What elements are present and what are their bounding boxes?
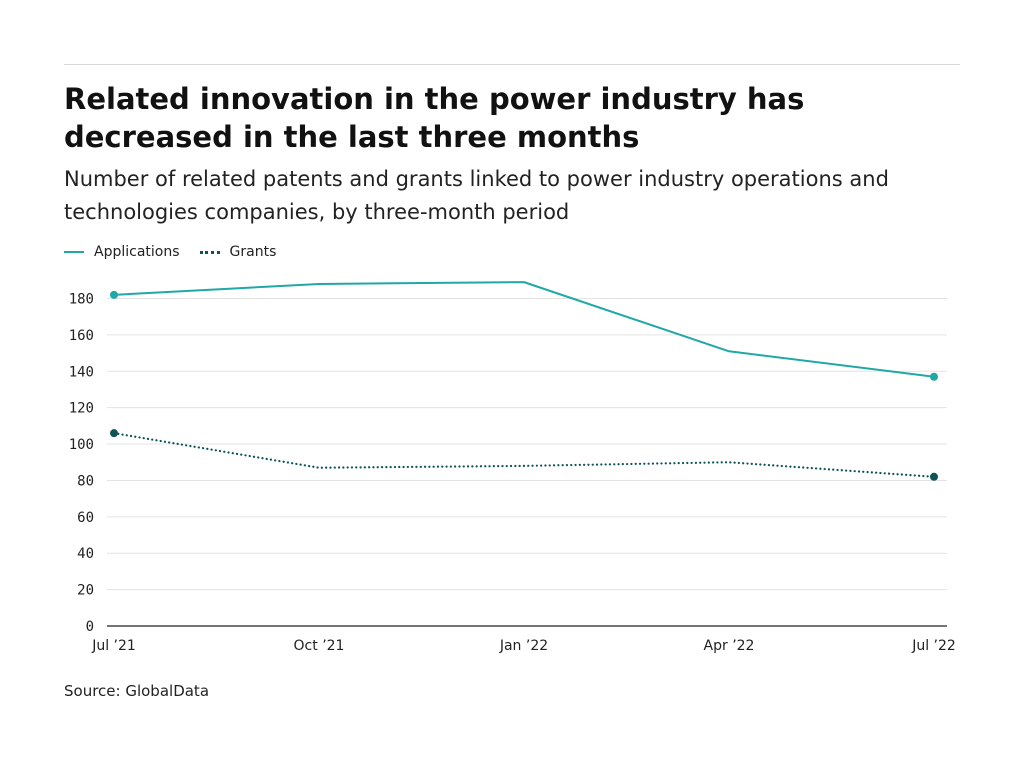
- legend-item-grants: Grants: [199, 244, 277, 260]
- legend: Applications Grants: [64, 242, 296, 262]
- x-tick-label: Jul ’22: [911, 638, 956, 654]
- y-tick-label: 160: [69, 328, 94, 344]
- point-grants: [110, 429, 118, 438]
- legend-swatch-applications: [64, 251, 84, 253]
- legend-item-applications: Applications: [64, 244, 180, 260]
- y-tick-label: 180: [69, 292, 94, 308]
- source-note: Source: GlobalData: [64, 682, 210, 700]
- y-tick-label: 140: [69, 364, 94, 380]
- y-tick-label: 0: [86, 619, 94, 635]
- y-tick-label: 40: [77, 546, 94, 562]
- series-lines: [110, 281, 938, 481]
- y-tick-label: 100: [69, 437, 94, 453]
- x-tick-label: Oct ’21: [294, 638, 345, 654]
- series-line-applications: [113, 281, 935, 378]
- y-tick-label: 60: [77, 510, 94, 526]
- point-grants: [930, 472, 938, 481]
- y-tick-label: 20: [77, 583, 94, 599]
- top-rule: [64, 64, 960, 65]
- series-line-grants: [112, 432, 936, 478]
- legend-swatch-grants: [199, 250, 220, 254]
- x-tick-label: Jan ’22: [499, 638, 548, 654]
- point-applications: [930, 372, 938, 381]
- point-applications: [110, 290, 118, 299]
- x-tick-label: Apr ’22: [704, 638, 755, 654]
- legend-label-applications: Applications: [94, 244, 180, 260]
- chart-subtitle: Number of related patents and grants lin…: [64, 167, 889, 224]
- chart-title: Related innovation in the power industry…: [64, 82, 805, 154]
- y-tick-label: 80: [77, 473, 94, 489]
- x-tick-label: Jul ’21: [91, 638, 136, 654]
- x-axis-ticks: Jul ’21 Oct ’21 Jan ’22 Apr ’22 Jul ’22: [91, 638, 956, 654]
- grid-lines: [107, 298, 947, 627]
- y-axis-ticks: 0 20 40 60 80 100 120 140 160 180: [69, 292, 94, 635]
- legend-label-grants: Grants: [229, 244, 277, 260]
- y-tick-label: 120: [69, 401, 94, 417]
